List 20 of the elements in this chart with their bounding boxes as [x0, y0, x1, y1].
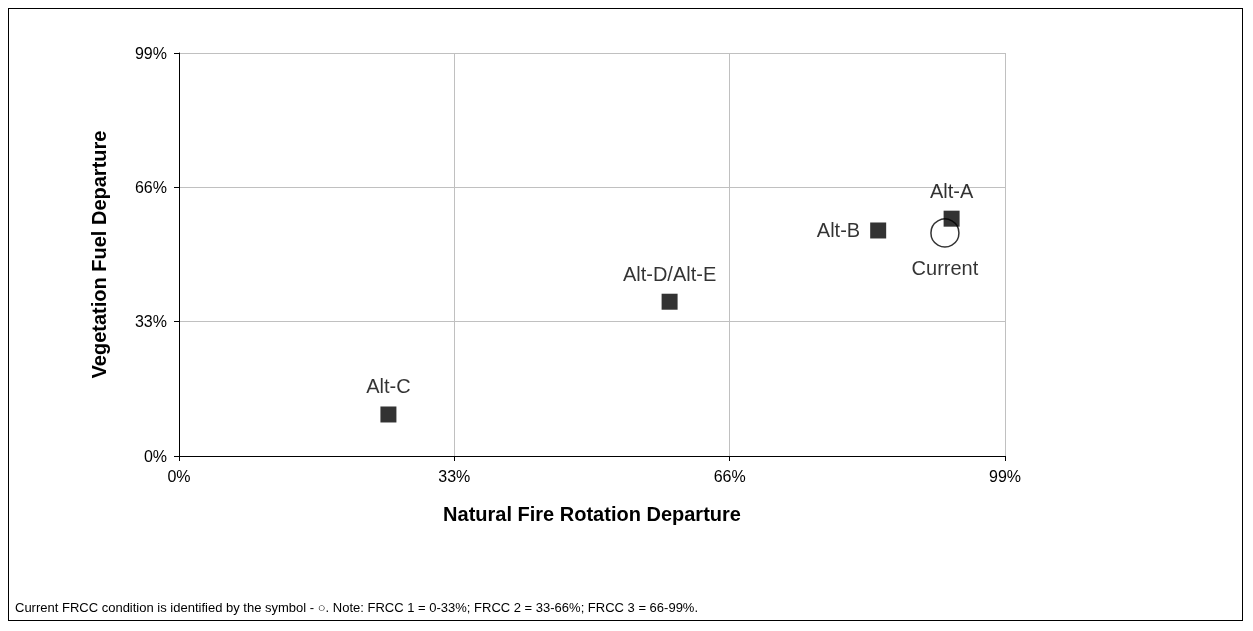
y-tick-label: 99% [134, 44, 167, 62]
y-tick-label: 33% [134, 313, 167, 331]
y-tick-label: 66% [134, 178, 167, 196]
y-axis-title: Vegetation Fuel Departure [88, 130, 110, 379]
series-label: Alt-A [929, 179, 974, 202]
series-label: Alt-D/Alt-E [622, 262, 717, 285]
x-tick-label: 99% [988, 467, 1022, 485]
x-tick-label: 0% [167, 467, 191, 485]
x-tick-label: 66% [713, 467, 746, 485]
series-label: Current [911, 256, 979, 279]
point [930, 218, 960, 248]
series-label: Alt-C [366, 375, 411, 398]
x-axis-title: Natural Fire Rotation Departure [443, 503, 741, 525]
series-label: Alt-B [816, 219, 861, 242]
text: Current FRCC condition is identified by the symbol - ○. Note: FRCC 1 = 0-33%; FRCC 2 = 33-66%; FRCC 3 = 66-99%. [15, 600, 699, 615]
y-tick-label: 0% [143, 447, 167, 465]
point [380, 406, 397, 423]
x-tick-label: 33% [438, 467, 471, 485]
point [870, 222, 887, 239]
point [661, 293, 678, 310]
